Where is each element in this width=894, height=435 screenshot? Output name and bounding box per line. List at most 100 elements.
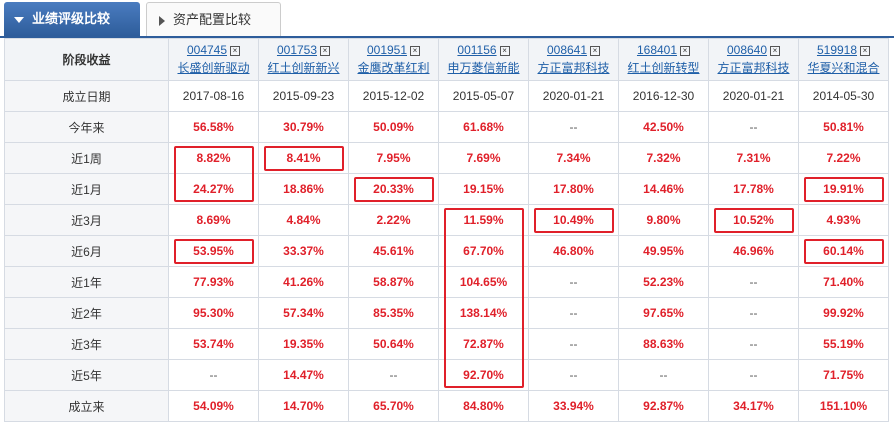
table-cell: 58.87%	[348, 266, 439, 298]
table-cell: --	[528, 328, 619, 360]
fund-code-link[interactable]: 008641	[546, 43, 588, 57]
remove-fund-icon[interactable]: ×	[860, 45, 871, 56]
table-cell: 9.80%	[618, 204, 709, 236]
table-cell: 8.41%	[258, 142, 349, 174]
fund-name-link[interactable]: 方正富邦科技	[537, 61, 610, 75]
fund-name-link[interactable]: 申万菱信新能	[447, 61, 520, 75]
fund-name-link[interactable]: 长盛创新驱动	[177, 61, 250, 75]
fund-header-001951: 001951 × 金鹰改革红利	[348, 38, 439, 81]
comparison-table: 阶段收益 004745 × 长盛创新驱动 001753 × 红土创新新兴 001951 × 金鹰…	[4, 38, 889, 422]
table-cell: --	[528, 111, 619, 143]
fund-header-168401: 168401 × 红土创新转型	[618, 38, 709, 81]
table-cell: 10.52%	[708, 204, 799, 236]
table-row: 近3月 8.69% 4.84% 2.22% 11.59% 10.49% 9.80% 10.52…	[4, 204, 889, 236]
table-cell: --	[708, 111, 799, 143]
table-cell: 92.70%	[438, 359, 529, 391]
table-cell: 97.65%	[618, 297, 709, 329]
remove-fund-icon[interactable]: ×	[680, 45, 691, 56]
table-cell: 104.65%	[438, 266, 529, 298]
tab-asset-allocation[interactable]: 资产配置比较	[146, 2, 281, 36]
table-cell: 7.95%	[348, 142, 439, 174]
table-row: 近1年 77.93% 41.26% 58.87% 104.65% -- 52.23% -- 71…	[4, 266, 889, 298]
table-cell: 14.47%	[258, 359, 349, 391]
table-cell: 11.59%	[438, 204, 529, 236]
fund-header-001753: 001753 × 红土创新新兴	[258, 38, 349, 81]
table-cell: 52.23%	[618, 266, 709, 298]
table-cell: 61.68%	[438, 111, 529, 143]
row-label: 近3月	[4, 204, 169, 236]
remove-fund-icon[interactable]: ×	[499, 45, 510, 56]
caret-down-icon	[14, 16, 24, 23]
row-label: 近1年	[4, 266, 169, 298]
table-cell: 50.09%	[348, 111, 439, 143]
tab-performance-rating[interactable]: 业绩评级比较	[4, 2, 140, 36]
table-cell: --	[708, 359, 799, 391]
table-cell: 2015-12-02	[348, 80, 439, 112]
table-cell: 17.78%	[708, 173, 799, 205]
table-cell: 138.14%	[438, 297, 529, 329]
table-cell: 2014-05-30	[798, 80, 889, 112]
table-row: 近1周 8.82% 8.41% 7.95% 7.69% 7.34% 7.32% 7.31% 7.…	[4, 142, 889, 174]
row-label: 近1周	[4, 142, 169, 174]
table-cell: 71.40%	[798, 266, 889, 298]
table-cell: 30.79%	[258, 111, 349, 143]
row-label: 成立日期	[4, 80, 169, 112]
table-cell: 56.58%	[168, 111, 259, 143]
table-cell: 14.70%	[258, 390, 349, 422]
fund-code-link[interactable]: 001951	[366, 43, 408, 57]
caret-right-icon	[159, 15, 165, 26]
fund-code-link[interactable]: 001753	[276, 43, 318, 57]
table-cell: 2.22%	[348, 204, 439, 236]
table-cell: 42.50%	[618, 111, 709, 143]
table-row: 近1月 24.27% 18.86% 20.33% 19.15% 17.80% 14.46% 1…	[4, 173, 889, 205]
table-cell: 54.09%	[168, 390, 259, 422]
table-cell: 24.27%	[168, 173, 259, 205]
remove-fund-icon[interactable]: ×	[410, 45, 421, 56]
table-cell: 18.86%	[258, 173, 349, 205]
table-cell: --	[528, 297, 619, 329]
table-cell: 2017-08-16	[168, 80, 259, 112]
table-cell: --	[708, 266, 799, 298]
table-cell: --	[708, 328, 799, 360]
table-cell: 2015-09-23	[258, 80, 349, 112]
fund-name-link[interactable]: 红土创新转型	[627, 61, 700, 75]
table-row: 近3年 53.74% 19.35% 50.64% 72.87% -- 88.63% -- 55.…	[4, 328, 889, 360]
remove-fund-icon[interactable]: ×	[590, 45, 601, 56]
fund-code-link[interactable]: 004745	[186, 43, 228, 57]
table-cell: 7.22%	[798, 142, 889, 174]
fund-name-link[interactable]: 红土创新新兴	[267, 61, 340, 75]
remove-fund-icon[interactable]: ×	[320, 45, 331, 56]
table-cell: 19.35%	[258, 328, 349, 360]
fund-name-link[interactable]: 金鹰改革红利	[357, 61, 430, 75]
table-cell: 19.91%	[798, 173, 889, 205]
table-cell: 72.87%	[438, 328, 529, 360]
fund-header-008640: 008640 × 方正富邦科技	[708, 38, 799, 81]
table-cell: --	[168, 359, 259, 391]
tab-label: 资产配置比较	[173, 12, 252, 27]
remove-fund-icon[interactable]: ×	[230, 45, 241, 56]
table-cell: 17.80%	[528, 173, 619, 205]
fund-name-link[interactable]: 华夏兴和混合	[807, 61, 880, 75]
fund-code-link[interactable]: 008640	[726, 43, 768, 57]
table-cell: 34.17%	[708, 390, 799, 422]
table-cell: 53.95%	[168, 235, 259, 267]
fund-code-link[interactable]: 168401	[636, 43, 678, 57]
table-cell: --	[528, 359, 619, 391]
table-cell: 57.34%	[258, 297, 349, 329]
table-cell: 99.92%	[798, 297, 889, 329]
table-cell: 7.34%	[528, 142, 619, 174]
fund-code-link[interactable]: 001156	[457, 43, 497, 57]
fund-code-link[interactable]: 519918	[816, 43, 858, 57]
table-cell: 33.94%	[528, 390, 619, 422]
table-cell: 2020-01-21	[708, 80, 799, 112]
table-cell: --	[618, 359, 709, 391]
table-row: 近2年 95.30% 57.34% 85.35% 138.14% -- 97.65% -- 99…	[4, 297, 889, 329]
table-cell: 19.15%	[438, 173, 529, 205]
table-cell: 7.31%	[708, 142, 799, 174]
table-row: 成立日期 2017-08-16 2015-09-23 2015-12-02 2015-0…	[4, 80, 889, 112]
fund-name-link[interactable]: 方正富邦科技	[717, 61, 790, 75]
remove-fund-icon[interactable]: ×	[770, 45, 781, 56]
table-cell: 71.75%	[798, 359, 889, 391]
table-cell: 85.35%	[348, 297, 439, 329]
fund-header-001156: 001156 × 申万菱信新能	[438, 38, 529, 81]
